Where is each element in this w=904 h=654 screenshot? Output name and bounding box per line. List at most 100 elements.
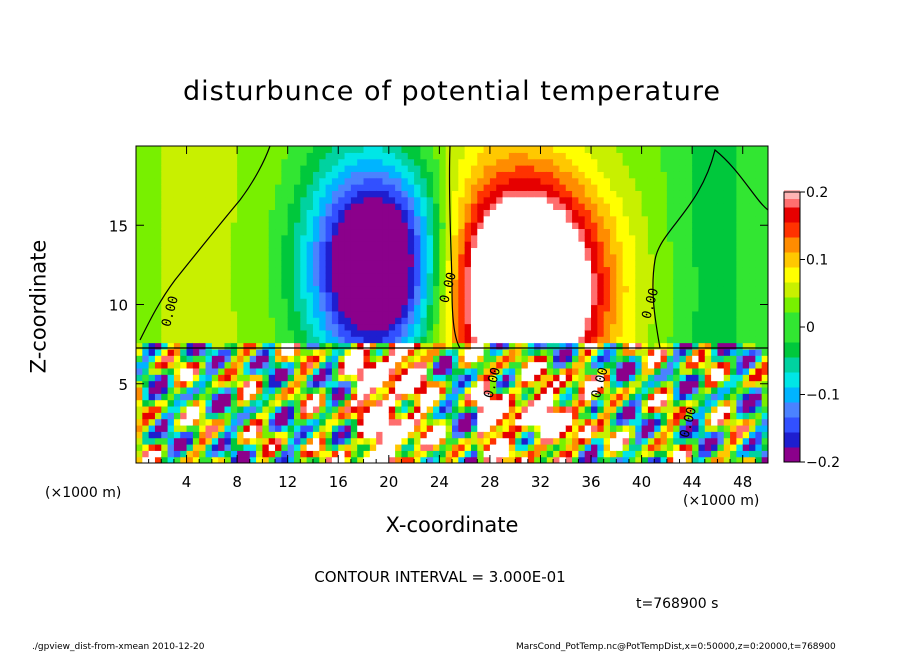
- heatmap-cell: [369, 424, 377, 432]
- heatmap-cell: [445, 323, 453, 331]
- heatmap-cell: [433, 380, 440, 388]
- heatmap-cell: [597, 329, 605, 337]
- heatmap-cell: [666, 317, 674, 325]
- heatmap-cell: [635, 298, 643, 306]
- heatmap-cell: [439, 279, 447, 287]
- heatmap-cell: [660, 222, 668, 230]
- heatmap-cell: [369, 310, 377, 318]
- heatmap-cell: [458, 247, 466, 255]
- heatmap-cell: [287, 431, 295, 439]
- heatmap-cell: [363, 291, 371, 299]
- heatmap-cell: [591, 203, 598, 210]
- heatmap-cell: [508, 152, 516, 160]
- heatmap-cell: [243, 260, 251, 268]
- heatmap-cell: [256, 450, 263, 458]
- heatmap-cell: [679, 418, 687, 426]
- heatmap-cell: [407, 431, 415, 439]
- heatmap-cell: [698, 285, 706, 293]
- heatmap-cell: [692, 158, 700, 166]
- heatmap-cell: [508, 190, 516, 198]
- heatmap-cell: [489, 209, 497, 217]
- heatmap-cell: [546, 456, 554, 463]
- heatmap-cell: [281, 399, 289, 407]
- heatmap-cell: [256, 177, 263, 185]
- heatmap-cell: [173, 184, 181, 191]
- heatmap-cell: [325, 260, 333, 268]
- heatmap-cell: [578, 247, 586, 255]
- heatmap-cell: [205, 152, 213, 160]
- heatmap-cell: [452, 405, 459, 413]
- heatmap-cell: [205, 380, 213, 388]
- heatmap-cell: [312, 310, 320, 318]
- heatmap-cell: [711, 393, 719, 401]
- heatmap-cell: [572, 424, 579, 432]
- heatmap-cell: [559, 304, 567, 312]
- heatmap-cell: [496, 279, 504, 287]
- heatmap-cell: [660, 184, 668, 191]
- heatmap-cell: [692, 456, 700, 463]
- heatmap-cell: [723, 247, 731, 255]
- heatmap-cell: [477, 412, 485, 420]
- heatmap-cell: [199, 348, 207, 356]
- heatmap-cell: [331, 317, 339, 325]
- heatmap-cell: [458, 329, 466, 337]
- heatmap-cell: [369, 443, 377, 451]
- heatmap-cell: [249, 279, 257, 287]
- heatmap-cell: [199, 412, 207, 420]
- heatmap-cell: [477, 361, 485, 369]
- heatmap-cell: [704, 323, 712, 331]
- heatmap-cell: [610, 285, 617, 293]
- heatmap-cell: [300, 184, 308, 191]
- heatmap-cell: [344, 456, 352, 463]
- heatmap-cell: [180, 285, 188, 293]
- heatmap-cell: [660, 260, 668, 268]
- heatmap-cell: [591, 228, 598, 236]
- heatmap-cell: [445, 348, 453, 356]
- heatmap-cell: [433, 361, 440, 369]
- heatmap-cell: [704, 158, 712, 166]
- heatmap-cell: [755, 266, 763, 274]
- heatmap-cell: [730, 393, 737, 401]
- heatmap-cell: [300, 291, 308, 299]
- heatmap-cell: [154, 158, 162, 166]
- heatmap-cell: [300, 329, 308, 337]
- heatmap-cell: [458, 146, 466, 153]
- heatmap-cell: [426, 418, 434, 426]
- heatmap-cell: [180, 367, 188, 375]
- heatmap-cell: [654, 203, 662, 210]
- heatmap-cell: [717, 190, 725, 198]
- heatmap-cell: [546, 203, 554, 210]
- heatmap-cell: [553, 253, 561, 261]
- heatmap-cell: [736, 222, 744, 230]
- heatmap-cell: [161, 355, 169, 363]
- heatmap-cell: [540, 342, 548, 350]
- heatmap-cell: [508, 456, 516, 463]
- heatmap-cell: [205, 253, 213, 261]
- heatmap-cell: [243, 279, 251, 287]
- heatmap-cell: [281, 367, 289, 375]
- heatmap-cell: [407, 171, 415, 179]
- heatmap-cell: [742, 253, 750, 261]
- heatmap-cell: [294, 158, 301, 166]
- heatmap-cell: [363, 152, 371, 160]
- heatmap-cell: [319, 317, 327, 325]
- heatmap-cell: [300, 450, 308, 458]
- heatmap-cell: [458, 437, 466, 445]
- heatmap-cell: [224, 412, 232, 420]
- heatmap-cell: [622, 374, 630, 382]
- heatmap-cell: [749, 323, 756, 331]
- heatmap-cell: [167, 304, 175, 312]
- heatmap-cell: [559, 228, 567, 236]
- heatmap-cell: [464, 386, 472, 394]
- heatmap-cell: [224, 266, 232, 274]
- heatmap-cell: [154, 165, 162, 172]
- heatmap-cell: [673, 304, 681, 312]
- heatmap-cell: [483, 177, 491, 185]
- heatmap-cell: [591, 171, 598, 179]
- heatmap-cell: [452, 158, 459, 166]
- heatmap-cell: [654, 310, 662, 318]
- heatmap-cell: [508, 146, 516, 153]
- heatmap-cell: [268, 215, 276, 223]
- heatmap-cell: [736, 437, 744, 445]
- heatmap-cell: [635, 146, 643, 153]
